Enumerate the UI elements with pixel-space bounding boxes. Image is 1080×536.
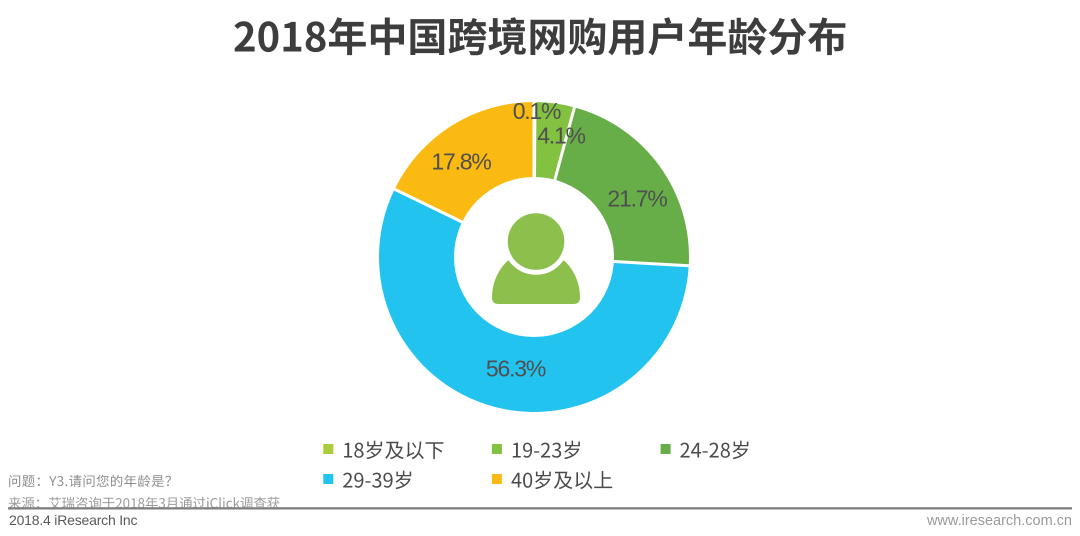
svg-text:2018.4 iResearch Inc: 2018.4 iResearch Inc [9, 512, 138, 528]
svg-text:56.3%: 56.3% [486, 356, 546, 382]
svg-text:4.1%: 4.1% [537, 123, 585, 149]
svg-text:www.iresearch.com.cn: www.iresearch.com.cn [926, 513, 1072, 529]
svg-text:0.1%: 0.1% [513, 98, 561, 124]
svg-text:21.7%: 21.7% [607, 186, 667, 212]
svg-text:17.8%: 17.8% [431, 149, 491, 175]
